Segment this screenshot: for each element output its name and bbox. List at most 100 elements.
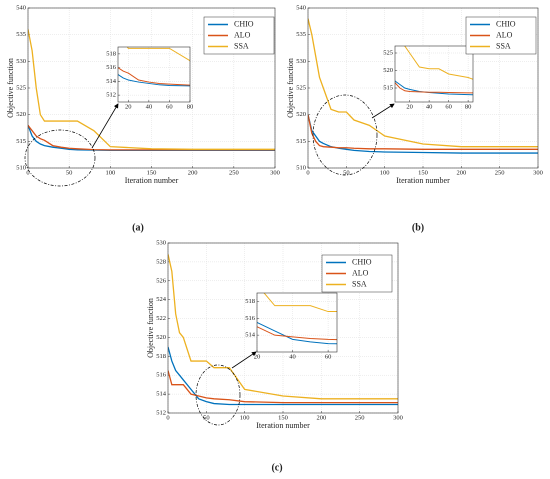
legend-label: ALO [352,268,369,277]
series-line [263,293,337,313]
y-tick-label: 540 [296,4,306,11]
x-tick-label: 100 [380,169,390,176]
x-tick-label: 300 [270,169,280,176]
x-axis-label: Iteration number [396,176,450,185]
series-line [395,81,473,94]
y-tick-label: 512 [156,409,166,416]
zoom-arrow [371,103,395,119]
series-line [404,46,473,80]
series-line [168,370,398,404]
x-tick-label: 50 [203,414,210,421]
zoom-arrow [231,351,257,369]
inset-frame [394,45,474,103]
y-tick-label: 512 [106,92,116,99]
y-axis-label: Objective function [146,298,155,358]
x-tick-label: 250 [355,414,365,421]
panel-label: (b) [412,222,424,233]
y-tick-label: 530 [156,239,166,246]
y-tick-label: 510 [16,164,26,171]
y-tick-label: 524 [156,296,167,303]
x-tick-label: 100 [105,169,115,176]
series-line [118,66,190,86]
x-tick-label: 150 [278,414,288,421]
x-tick-label: 40 [289,353,296,360]
x-tick-label: 40 [426,103,433,110]
y-tick-label: 516 [156,372,167,379]
y-tick-label: 520 [296,111,306,118]
x-tick-label: 200 [456,169,466,176]
y-axis-label: Objective function [286,58,295,118]
x-axis-label: Iteration number [125,176,179,185]
y-tick-label: 528 [156,258,166,265]
x-axis-label: Iteration number [256,421,310,430]
zoom-ellipse [195,364,241,426]
legend-label: ALO [496,30,513,39]
legend-label: ALO [234,30,251,39]
y-tick-label: 515 [296,138,306,145]
x-tick-label: 300 [533,169,543,176]
x-tick-label: 80 [187,103,194,110]
legend-label: SSA [352,279,367,288]
legend-label: CHIO [234,19,254,28]
series-line [118,73,190,87]
inset-frame [256,292,338,353]
legend-label: SSA [234,41,249,50]
plot-frame [167,242,399,414]
y-tick-label: 510 [296,164,306,171]
x-tick-label: 0 [306,169,309,176]
x-tick-label: 40 [146,103,153,110]
series-line [308,18,538,148]
zoom-ellipse [312,94,378,176]
series-line [28,124,275,151]
x-tick-label: 50 [66,169,73,176]
x-tick-label: 60 [166,103,173,110]
x-tick-label: 150 [418,169,428,176]
series-line [395,79,473,96]
inset-background [257,293,337,352]
series-line [28,29,275,150]
y-tick-label: 518 [156,353,166,360]
y-tick-label: 520 [156,334,166,341]
y-tick-label: 514 [245,332,256,339]
x-tick-label: 20 [254,353,261,360]
legend-label: SSA [496,41,511,50]
inset-background [118,47,190,102]
x-tick-label: 50 [343,169,350,176]
y-tick-label: 520 [383,67,393,74]
zoom-ellipse [24,129,96,187]
y-tick-label: 522 [156,315,166,322]
y-tick-label: 535 [296,31,306,38]
x-tick-label: 20 [125,103,132,110]
y-tick-label: 535 [16,31,26,38]
x-tick-label: 250 [495,169,505,176]
x-tick-label: 80 [465,103,472,110]
series-line [257,326,337,341]
x-tick-label: 200 [188,169,198,176]
y-tick-label: 530 [16,58,26,65]
series-line [257,321,337,345]
y-tick-label: 540 [16,4,26,11]
panel-label: (a) [132,222,144,233]
y-tick-label: 525 [296,84,306,91]
series-line [168,346,398,406]
plot-frame [307,7,539,169]
y-tick-label: 515 [383,84,393,91]
x-tick-label: 20 [406,103,413,110]
y-tick-label: 518 [245,298,255,305]
y-tick-label: 518 [106,50,116,57]
plot-frame [27,7,276,169]
x-tick-label: 60 [445,103,452,110]
y-tick-label: 514 [106,78,117,85]
y-tick-label: 515 [16,138,26,145]
x-tick-label: 0 [166,414,169,421]
x-tick-label: 0 [26,169,29,176]
x-tick-label: 100 [240,414,250,421]
series-line [168,254,398,400]
y-tick-label: 516 [106,64,117,71]
y-tick-label: 520 [16,111,26,118]
series-line [308,114,538,150]
y-tick-label: 525 [383,49,393,56]
x-tick-label: 300 [393,414,403,421]
x-tick-label: 60 [325,353,332,360]
